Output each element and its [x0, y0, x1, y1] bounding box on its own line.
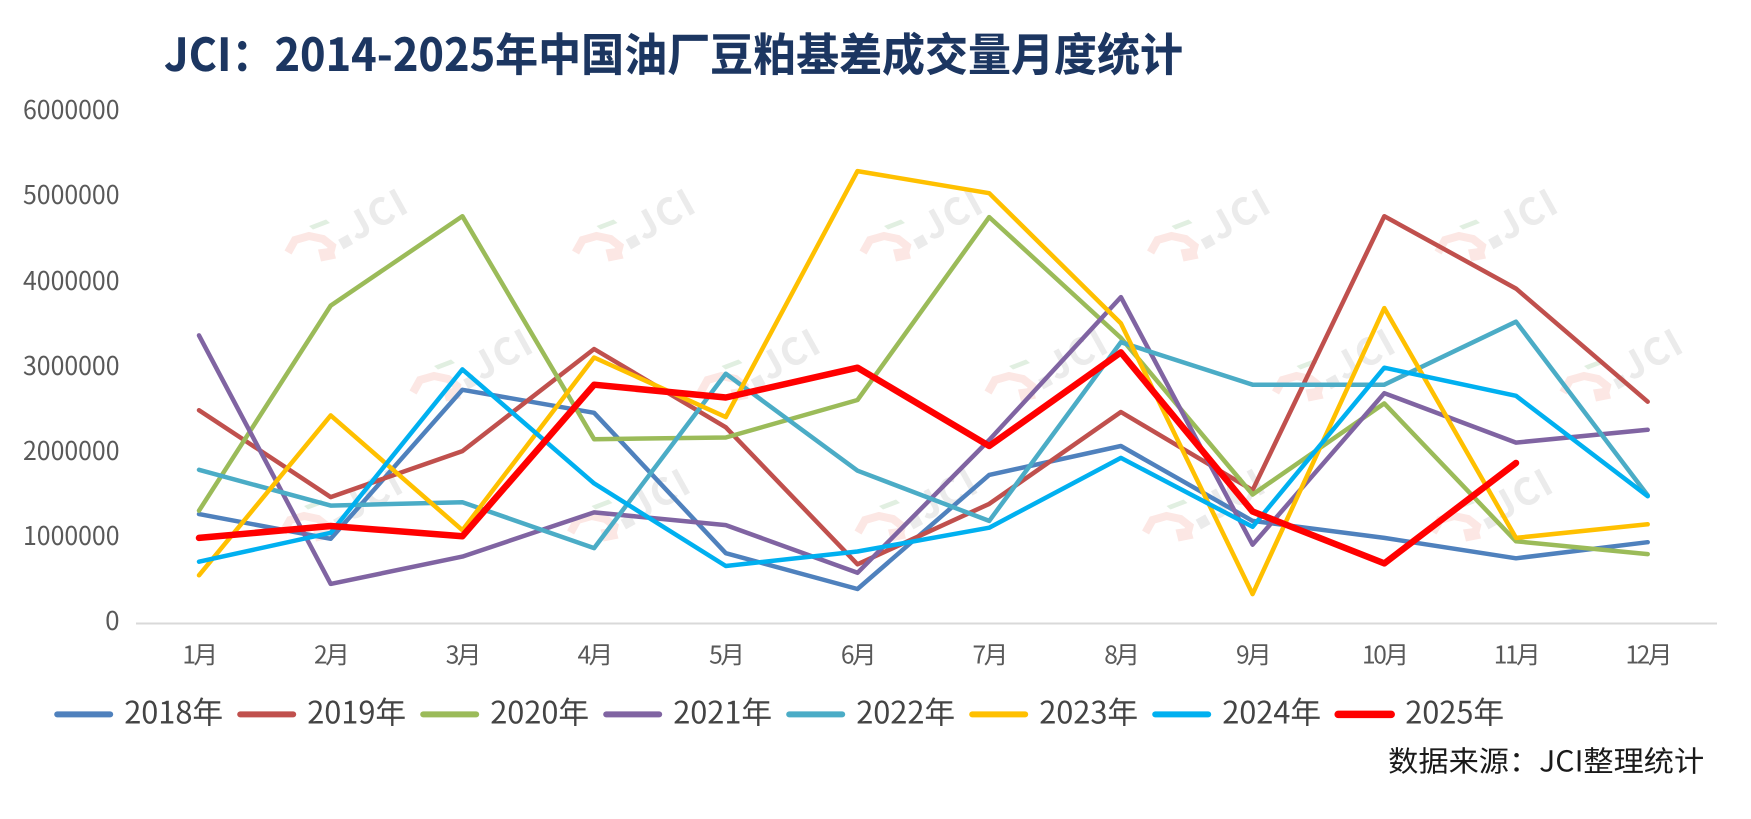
svg-text:2021年: 2021年 — [673, 688, 772, 733]
svg-text:0: 0 — [105, 601, 119, 638]
svg-text:11月: 11月 — [1494, 637, 1539, 672]
svg-text:5月: 5月 — [709, 637, 742, 672]
svg-text:6月: 6月 — [841, 637, 874, 672]
svg-text:2019年: 2019年 — [307, 688, 406, 733]
svg-text:2024年: 2024年 — [1222, 688, 1321, 733]
svg-text:1月: 1月 — [182, 637, 215, 672]
svg-text:3000000: 3000000 — [23, 346, 120, 383]
svg-text:2018年: 2018年 — [124, 688, 223, 733]
svg-text:5000000: 5000000 — [23, 175, 120, 212]
svg-text:2020年: 2020年 — [490, 688, 589, 733]
svg-text:9月: 9月 — [1236, 637, 1269, 672]
svg-text:1000000: 1000000 — [23, 516, 120, 553]
svg-text:4月: 4月 — [577, 637, 610, 672]
svg-text:数据来源：JCI整理统计: 数据来源：JCI整理统计 — [1388, 739, 1704, 781]
svg-text:2022年: 2022年 — [856, 688, 955, 733]
svg-text:12月: 12月 — [1625, 637, 1670, 672]
svg-text:6000000: 6000000 — [23, 90, 120, 127]
svg-text:2025年: 2025年 — [1405, 688, 1504, 733]
svg-text:7月: 7月 — [973, 637, 1006, 672]
svg-text:2023年: 2023年 — [1039, 688, 1138, 733]
svg-text:JCI：2014-2025年中国油厂豆粕基差成交量月度统计: JCI：2014-2025年中国油厂豆粕基差成交量月度统计 — [164, 19, 1183, 85]
svg-text:10月: 10月 — [1362, 637, 1407, 672]
svg-text:4000000: 4000000 — [23, 261, 120, 298]
svg-text:3月: 3月 — [446, 637, 479, 672]
svg-text:8月: 8月 — [1104, 637, 1137, 672]
svg-text:2月: 2月 — [314, 637, 347, 672]
svg-text:2000000: 2000000 — [23, 431, 120, 468]
